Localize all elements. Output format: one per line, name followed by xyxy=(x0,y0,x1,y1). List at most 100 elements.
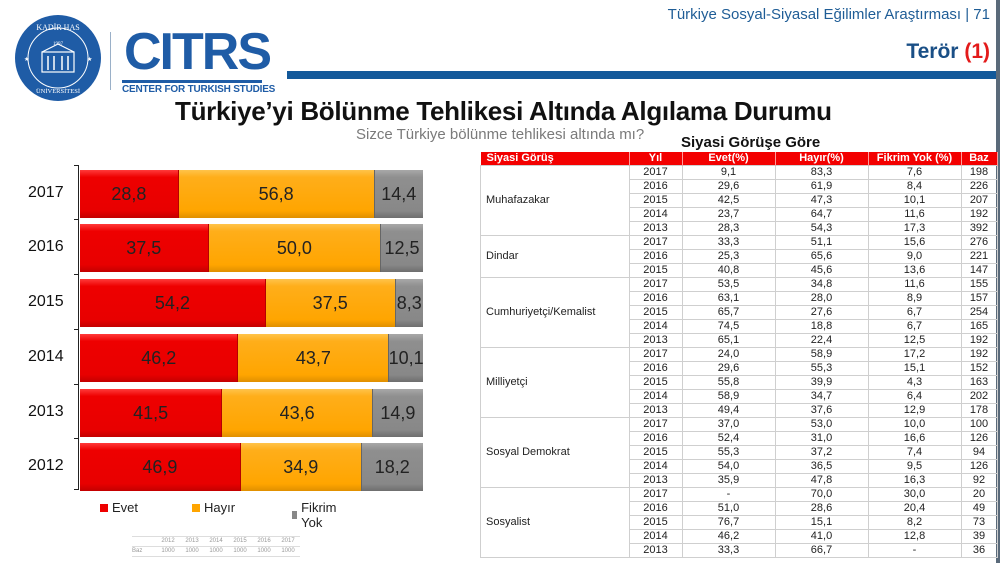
table-cell: 33,3 xyxy=(681,543,776,558)
table-cell: 54,0 xyxy=(681,459,776,474)
table-cell: 7,4 xyxy=(867,445,962,460)
table-cell: 4,3 xyxy=(867,375,962,390)
table-cell: 2016 xyxy=(628,501,683,516)
table-row: 2014 54,0 36,5 9,5 126 xyxy=(481,459,998,474)
table-cell: - xyxy=(681,487,776,502)
table-row: 2016 29,6 61,9 8,4 226 xyxy=(481,179,998,194)
table-cell: 51,0 xyxy=(681,501,776,516)
table-row: 2015 55,3 37,2 7,4 94 xyxy=(481,445,998,460)
table-cell: 392 xyxy=(960,221,998,236)
legend-item-hayir: Hayır xyxy=(192,500,235,515)
table-cell: 58,9 xyxy=(774,347,869,362)
base-year-cell: 2017 xyxy=(281,538,295,544)
year-label: 2014 xyxy=(28,348,64,365)
table-cell: 37,0 xyxy=(681,417,776,432)
table-cell: 58,9 xyxy=(681,389,776,404)
fikrim-yok-segment: 14,9 xyxy=(371,389,423,437)
table-row: Milliyetçi 2017 24,0 58,9 17,2 192 xyxy=(480,347,998,418)
table-cell: 20,4 xyxy=(867,501,962,516)
table-cell: 28,6 xyxy=(774,501,869,516)
table-cell: 2014 xyxy=(628,529,683,544)
svg-text:★: ★ xyxy=(24,56,29,63)
table-cell: 126 xyxy=(960,431,998,446)
table-cell: 28,3 xyxy=(681,221,776,236)
table-cell: 27,6 xyxy=(774,305,869,320)
stacked-bar-chart: 2017 28,8 56,8 14,4 2016 37,5 50,0 12,5 2015 54,2… xyxy=(0,160,440,560)
table-cell: 39,9 xyxy=(774,375,869,390)
table-cell: 23,7 xyxy=(681,207,776,222)
header-rule xyxy=(287,71,996,79)
table-row: 2015 40,8 45,6 13,6 147 xyxy=(481,263,998,278)
table-cell: 51,1 xyxy=(774,235,869,250)
table-cell: 2016 xyxy=(628,291,683,306)
kadir-has-university-logo: KADİR HAS ÜNİVERSİTESİ 1997 ★ ★ xyxy=(15,15,101,101)
column-header: Evet(%) xyxy=(682,152,776,166)
table-cell: 41,0 xyxy=(774,529,869,544)
table-cell: 36,5 xyxy=(774,459,869,474)
table-cell: 30,0 xyxy=(867,487,962,502)
table-row: 2016 51,0 28,6 20,4 49 xyxy=(481,501,998,516)
page-title: Türkiye’yi Bölünme Tehlikesi Altında Alg… xyxy=(175,96,832,126)
legend-swatch-icon xyxy=(100,503,108,512)
table-cell: 39 xyxy=(960,529,998,544)
political-view-group: Dindar xyxy=(480,235,630,278)
column-header: Hayır(%) xyxy=(775,152,869,166)
table-cell: 54,3 xyxy=(774,221,869,236)
base-value-cell: 1000 xyxy=(257,548,271,554)
table-cell: 65,1 xyxy=(681,333,776,348)
table-cell: 202 xyxy=(960,389,998,404)
table-cell: 2016 xyxy=(628,431,683,446)
table-cell: 2016 xyxy=(628,361,683,376)
evet-segment: 46,9 xyxy=(80,443,241,491)
evet-segment: 41,5 xyxy=(80,389,223,437)
table-row: Cumhuriyetçi/Kemalist 2017 53,5 34,8 11,6 155 xyxy=(480,277,998,348)
column-header: Yıl xyxy=(629,152,683,166)
table-cell: 198 xyxy=(960,165,998,180)
table-cell: 47,3 xyxy=(774,193,869,208)
column-header: Fikrim Yok (%) xyxy=(868,152,962,166)
evet-segment: 54,2 xyxy=(80,279,266,327)
table-cell: 8,2 xyxy=(867,515,962,530)
table-cell: 163 xyxy=(960,375,998,390)
table-cell: 64,7 xyxy=(774,207,869,222)
table-cell: 15,1 xyxy=(867,361,962,376)
table-row: 2013 35,9 47,8 16,3 92 xyxy=(481,473,998,488)
section-number: (1) xyxy=(964,40,990,63)
table-cell: 63,1 xyxy=(681,291,776,306)
year-label: 2015 xyxy=(28,293,64,310)
table-cell: 74,5 xyxy=(681,319,776,334)
table-cell: 165 xyxy=(960,319,998,334)
year-label: 2013 xyxy=(28,403,64,420)
citrs-acronym: CITRS xyxy=(124,23,272,81)
table-cell: 55,3 xyxy=(774,361,869,376)
table-cell: 37,6 xyxy=(774,403,869,418)
base-value-cell: 1000 xyxy=(161,548,175,554)
table-cell: 207 xyxy=(960,193,998,208)
table-row: 2015 55,8 39,9 4,3 163 xyxy=(481,375,998,390)
table-cell: 9,0 xyxy=(867,249,962,264)
hayir-segment: 43,7 xyxy=(238,334,389,382)
table-row: 2015 42,5 47,3 10,1 207 xyxy=(481,193,998,208)
table-cell: 12,9 xyxy=(867,403,962,418)
table-cell: 8,9 xyxy=(867,291,962,306)
table-cell: 83,3 xyxy=(774,165,869,180)
legend-swatch-icon xyxy=(292,511,298,519)
table-header-row: Siyasi Görüş Yıl Evet(%) Hayır(%) Fikrim Yok… xyxy=(480,152,998,166)
table-cell: 11,6 xyxy=(867,277,962,292)
table-cell: 40,8 xyxy=(681,263,776,278)
axis-tick xyxy=(74,329,79,330)
section-title: Terör (1) xyxy=(906,40,990,64)
survey-question: Sizce Türkiye bölünme tehlikesi altında … xyxy=(356,126,645,143)
table-cell: 2015 xyxy=(628,263,683,278)
table-cell: 2017 xyxy=(628,235,683,250)
legend-item-fikrim: Fikrim Yok xyxy=(292,500,339,530)
axis-tick xyxy=(74,165,79,166)
table-cell: 49,4 xyxy=(681,403,776,418)
table-cell: 42,5 xyxy=(681,193,776,208)
table-cell: 2013 xyxy=(628,403,683,418)
citrs-logo: CITRS CENTER FOR TURKISH STUDIES xyxy=(122,22,275,95)
table-cell: 65,7 xyxy=(681,305,776,320)
hayir-segment: 56,8 xyxy=(178,170,374,218)
table-cell: 73 xyxy=(960,515,998,530)
bar-row-2017: 28,8 56,8 14,4 xyxy=(80,170,423,218)
